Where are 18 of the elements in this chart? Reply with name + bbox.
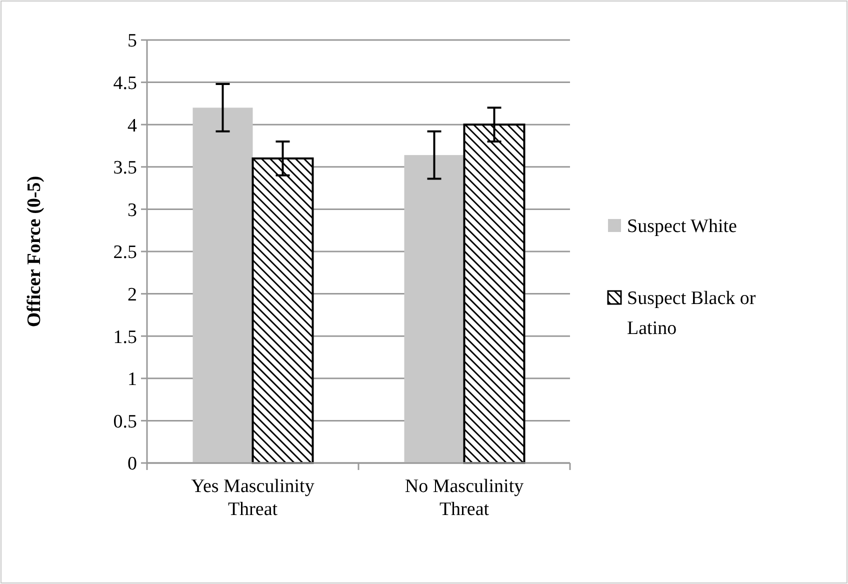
y-tick-label: 0 [128, 454, 137, 475]
y-tick-label: 2 [128, 284, 137, 306]
x-tick-label: No Masculinity Threat [404, 476, 524, 520]
x-tick-label: Yes Masculinity Threat [191, 476, 315, 520]
y-tick-label: 4 [128, 115, 138, 136]
y-tick-label: 5 [128, 30, 137, 52]
legend-label: Suspect Black or Latino [627, 288, 756, 339]
y-tick-label: 0.5 [113, 411, 137, 432]
legend-label: Suspect White [627, 216, 737, 237]
y-axis-title: Officer Force (0-5) [24, 176, 45, 328]
y-tick-label: 3.5 [113, 158, 137, 179]
y-tick-label: 3 [128, 200, 137, 221]
y-tick-label: 1.5 [113, 326, 137, 348]
bar [192, 108, 253, 463]
bar [404, 155, 464, 463]
y-tick-label: 1 [128, 369, 137, 390]
y-tick-label: 2.5 [113, 242, 137, 264]
y-tick-label: 4.5 [113, 72, 137, 94]
